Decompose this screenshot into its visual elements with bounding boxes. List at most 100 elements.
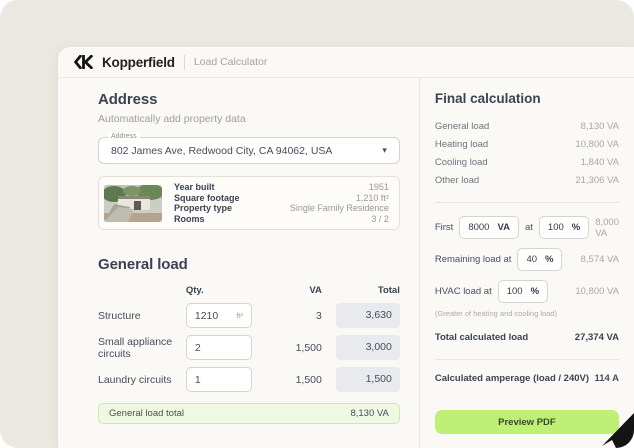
va-value: 1,500 [295,341,322,354]
general-load-table-header: Qty. VA Total [98,285,400,296]
total-load-value: 27,374 VA [574,332,619,343]
total-value: 3,000 [335,335,400,360]
first-va-input[interactable]: 8000 VA [459,216,519,239]
va-value: 3 [316,309,322,322]
first-label: First [434,222,454,233]
qty-input-small-appliance[interactable]: 2 [185,335,252,360]
summary-label: Other load [434,174,480,186]
input-unit: VA [497,222,510,233]
total-value: 3,630 [335,303,400,328]
first-percent-input[interactable]: 100 % [538,216,590,239]
hvac-load-label: HVAC load at [434,286,492,297]
input-unit: % [571,222,581,233]
remaining-result: 8,574 VA [580,254,619,265]
chevron-down-icon[interactable]: ▾ [382,145,387,155]
row-label: Small appliance circuits [98,335,173,360]
summary-row-heating: Heating load 10,800 VA [435,135,619,153]
property-details: Year built 1951 Square footage 1,210 ft²… [174,182,389,224]
input-unit: % [530,286,540,297]
property-label: Rooms [174,213,205,224]
row-label: Laundry circuits [98,373,172,386]
input-value: 100 [547,222,564,233]
total-calculated-load-row: Total calculated load 27,374 VA [435,332,619,343]
address-select[interactable]: Address 802 James Ave, Redwood City, CA … [98,133,400,164]
main-column: Address Automatically add property data … [58,78,420,448]
total-value: 1,500 [335,367,400,392]
summary-value: 21,306 VA [575,174,619,186]
table-row-small-appliance: Small appliance circuits 2 1,500 3,000 [98,335,400,360]
hvac-load-result: 10,800 VA [575,286,619,297]
brand-name: Kopperfield [102,54,175,70]
property-value: Single Family Residence [289,203,389,214]
app-header: Kopperfield Load Calculator [58,47,634,78]
at-label: at [524,222,533,233]
amperage-row: Calculated amperage (load / 240V) 114 A [435,373,619,384]
col-header-total: Total [377,285,400,296]
total-load-label: Total calculated load [434,332,529,343]
va-value: 1,500 [295,373,322,386]
summary-label: Heating load [434,138,489,150]
preview-pdf-button[interactable]: Preview PDF [434,410,619,434]
qty-value: 1210 [194,309,219,322]
address-field-label: Address [108,133,140,140]
qty-input-laundry[interactable]: 1 [185,367,252,392]
first-result: 8,000 VA [595,216,619,239]
input-value: 100 [506,286,523,297]
address-section-title: Address [98,91,158,108]
summary-label: Cooling load [434,156,488,168]
divider [434,202,619,203]
property-label: Square footage [174,192,240,203]
first-load-row: First 8000 VA at 100 % 8,000 VA [435,216,619,239]
general-load-total-label: General load total [109,408,184,419]
property-row-year-built: Year built 1951 [174,182,389,193]
address-section-subtitle: Automatically add property data [98,113,246,125]
summary-value: 8,130 VA [580,120,619,132]
property-row-rooms: Rooms 3 / 2 [174,214,389,225]
app-title: Load Calculator [193,56,268,68]
amperage-label: Calculated amperage (load / 240V) [434,373,590,384]
summary-value: 1,840 VA [580,156,619,168]
input-value: 40 [526,254,538,265]
property-row-square-footage: Square footage 1,210 ft² [174,193,389,204]
table-row-structure: Structure 1210 ft² 3 3,630 [98,303,400,328]
general-load-total-bar: General load total 8,130 VA [98,403,400,424]
address-value: 802 James Ave, Redwood City, CA 94062, U… [111,144,333,157]
property-value: 1951 [368,182,389,193]
header-divider [183,54,185,70]
hvac-percent-input[interactable]: 100 % [497,280,549,303]
hvac-load-note: (Greater of heating and cooling load) [434,309,558,318]
qty-value: 1 [194,373,201,386]
table-row-laundry: Laundry circuits 1 1,500 1,500 [98,367,400,392]
mouse-cursor [602,413,634,448]
property-card: Year built 1951 Square footage 1,210 ft²… [98,176,400,230]
load-summary: General load 8,130 VA Heating load 10,80… [435,117,619,189]
qty-unit: ft² [236,311,243,320]
qty-input-structure[interactable]: 1210 ft² [185,303,252,328]
kopperfield-logo-icon [74,55,93,69]
summary-row-other: Other load 21,306 VA [435,171,619,189]
final-calculation-panel: Final calculation General load 8,130 VA … [420,78,634,448]
property-row-property-type: Property type Single Family Residence [174,203,389,214]
property-value: 3 / 2 [371,213,389,224]
input-unit: % [545,254,554,265]
summary-value: 10,800 VA [575,138,619,150]
qty-value: 2 [194,341,201,354]
input-value: 8000 [468,222,490,233]
app-window: Kopperfield Load Calculator Address Auto… [58,47,634,448]
amperage-value: 114 A [594,373,619,384]
summary-row-general: General load 8,130 VA [435,117,619,135]
property-value: 1,210 ft² [355,192,389,203]
remaining-percent-input[interactable]: 40 % [517,248,563,271]
col-header-qty: Qty. [185,285,204,296]
property-label: Year built [174,182,215,193]
general-load-total-value: 8,130 VA [350,408,389,419]
remaining-label: Remaining load at [434,254,512,265]
general-load-title: General load [98,256,188,273]
property-photo [104,184,162,222]
remaining-load-row: Remaining load at 40 % 8,574 VA [435,248,619,271]
row-label: Structure [98,309,141,322]
col-header-va: VA [309,285,322,296]
summary-label: General load [434,120,490,132]
